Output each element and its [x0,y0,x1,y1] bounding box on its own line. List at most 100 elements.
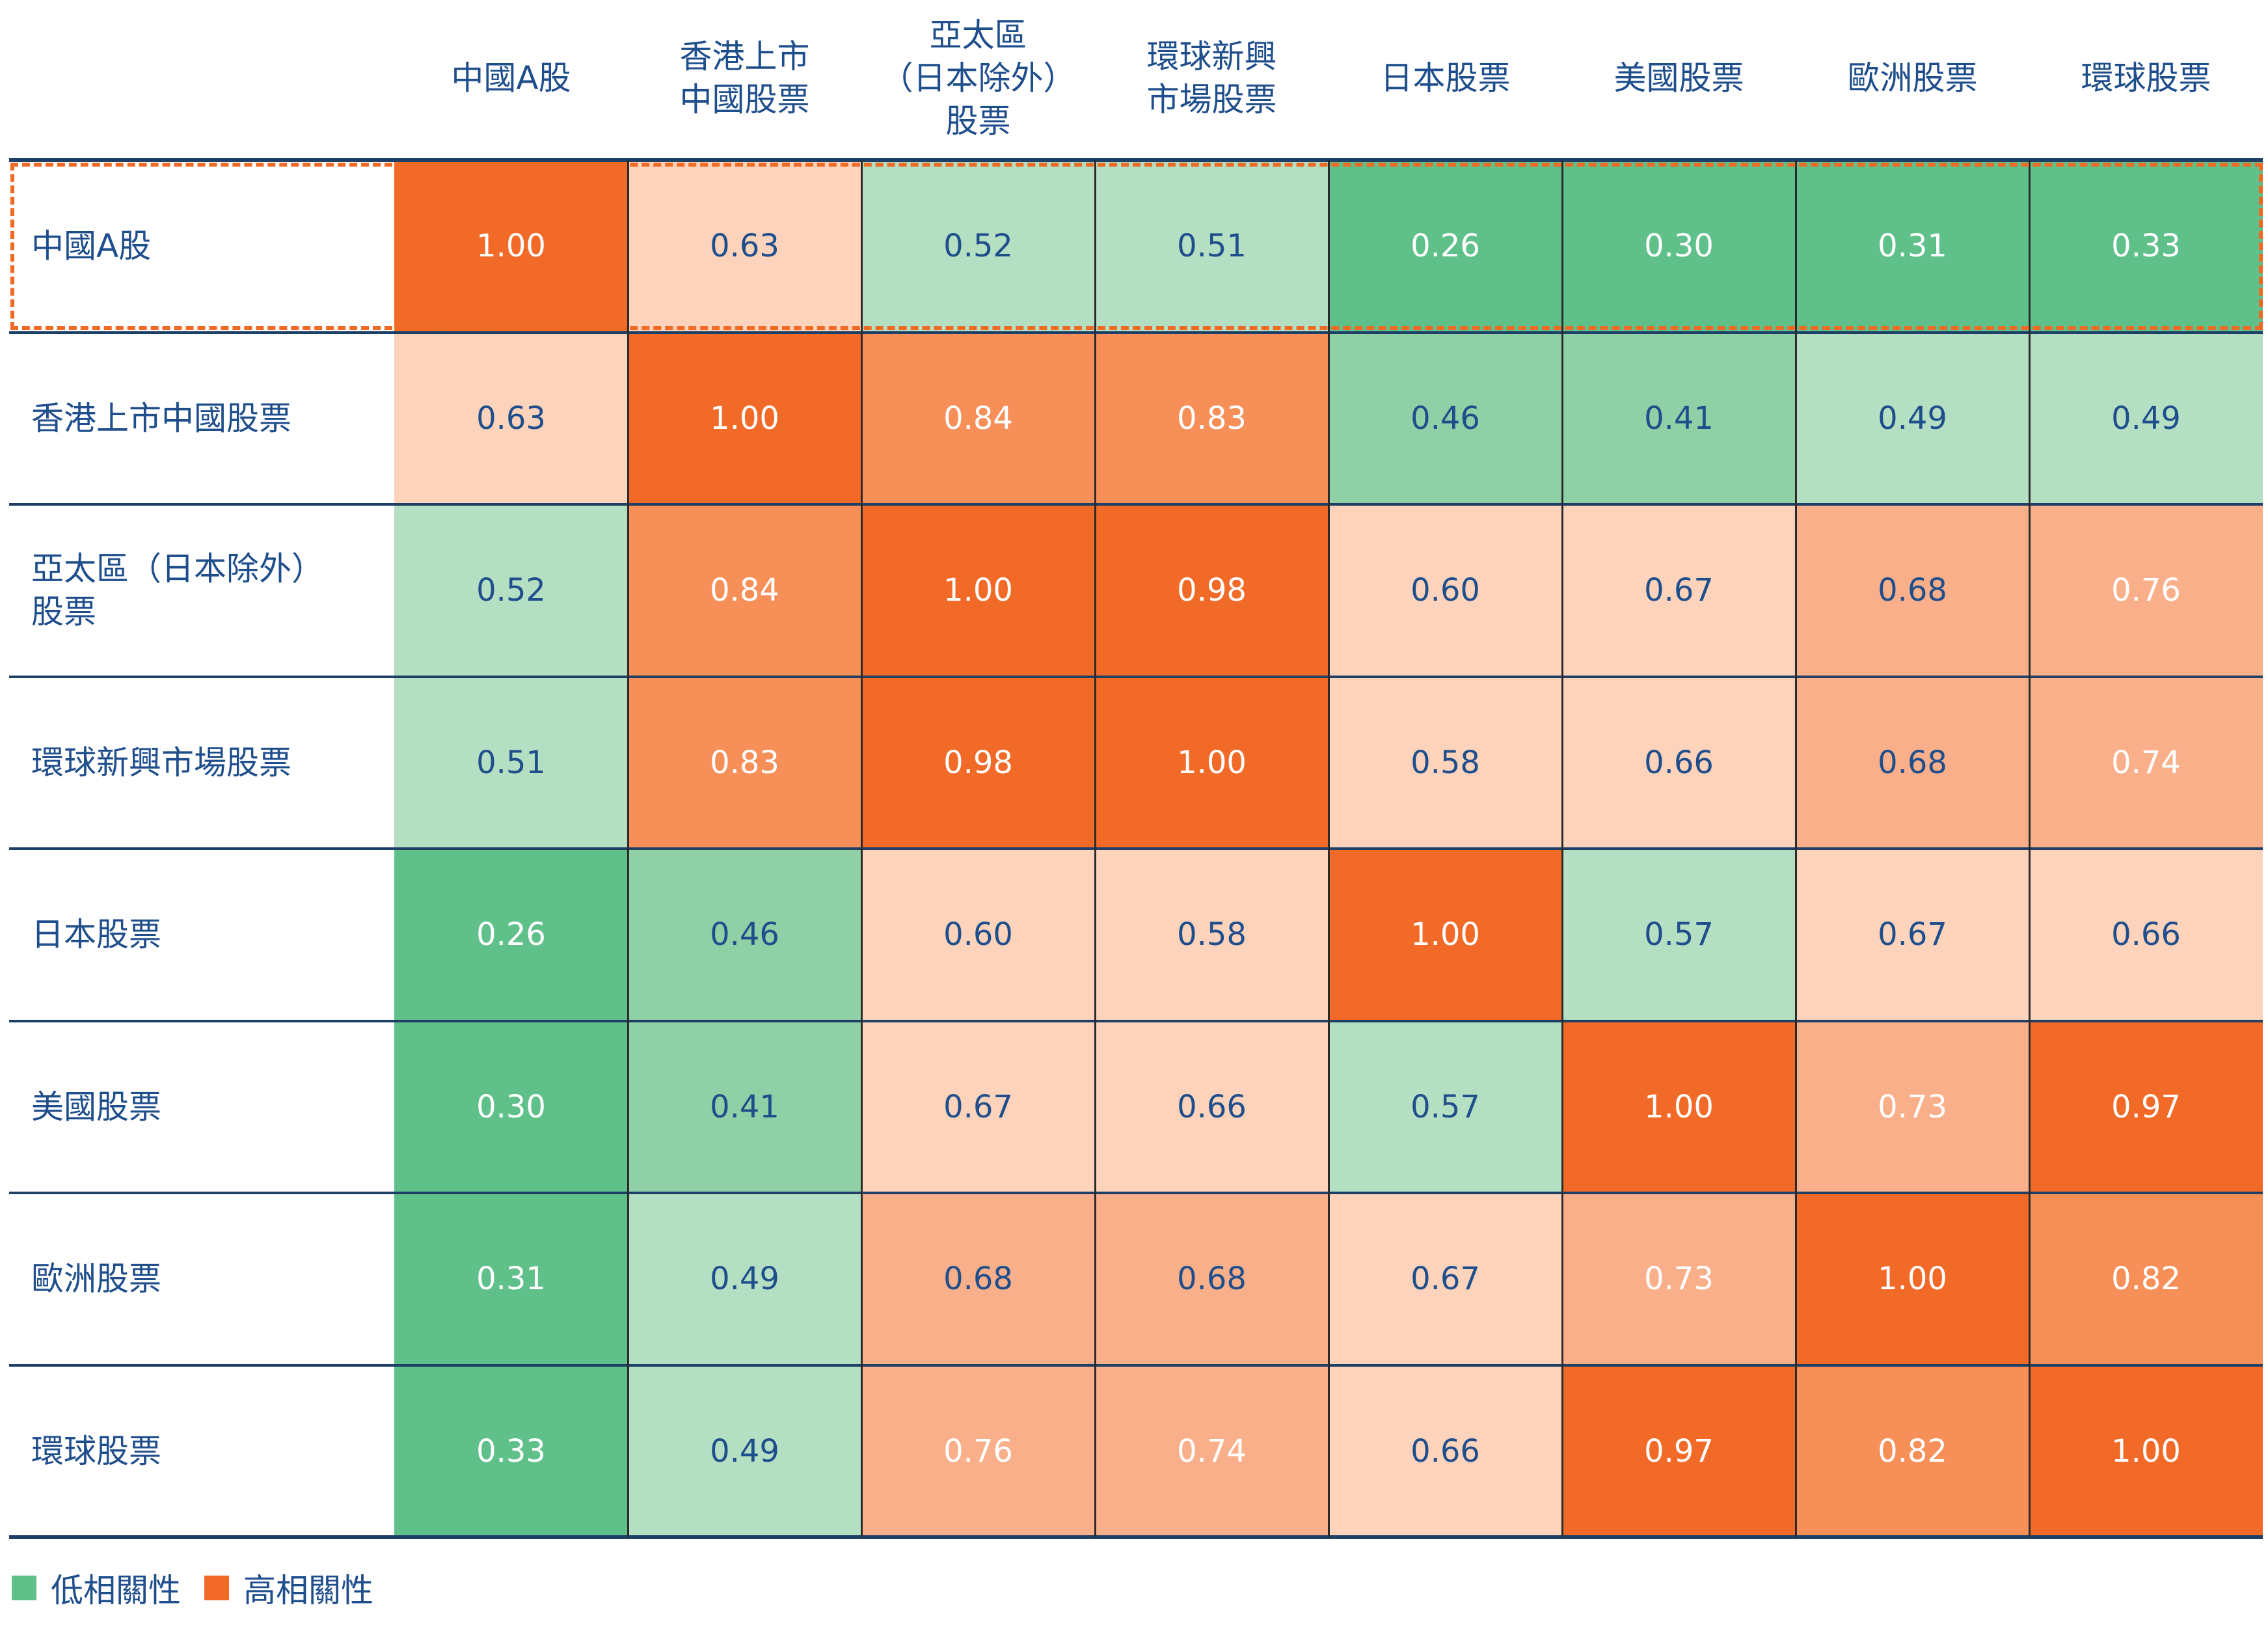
grid-line-vertical [1561,160,1563,1537]
heatmap-cell: 0.49 [628,1365,861,1537]
heatmap-cell: 0.68 [1796,504,2029,677]
heatmap-cell: 1.00 [628,332,861,504]
column-header-1: 香港上市 中國股票 [628,0,861,156]
column-header-5: 美國股票 [1562,0,1796,156]
heatmap-cell: 0.76 [2029,504,2263,677]
row-label-text: 中國A股 [31,227,152,266]
column-header-label: 香港上市 中國股票 [679,38,810,118]
grid-line-vertical [860,160,863,1537]
grid-line-horizontal [9,158,2263,162]
heatmap-cell: 0.30 [394,1020,628,1193]
heatmap-cell: 0.46 [628,849,861,1021]
heatmap-cell: 0.63 [394,332,628,504]
heatmap-cell: 0.58 [1095,849,1329,1021]
heatmap-cell: 0.74 [2029,676,2263,849]
heatmap-cell: 0.83 [628,676,861,849]
column-header-label: 亞太區 （日本除外） 股票 [880,16,1076,140]
row-label-text: 歐洲股票 [31,1260,161,1298]
heatmap-cell: 0.68 [1095,1193,1329,1365]
heatmap-cell: 1.00 [2029,1365,2263,1537]
row-label-2: 亞太區（日本除外） 股票 [9,504,394,677]
row-label-3: 環球新興市場股票 [9,677,394,849]
grid-line-horizontal [9,1019,2263,1022]
heatmap-cell: 0.41 [1562,332,1796,504]
grid-line-vertical [627,160,629,1537]
heatmap-cell: 0.26 [1329,160,1562,333]
grid-line-horizontal [9,1535,2263,1539]
heatmap-cell: 0.73 [1796,1020,2029,1193]
legend-label-low: 低相關性 [51,1572,181,1609]
heatmap-cell: 0.76 [861,1365,1095,1537]
column-header-label: 日本股票 [1380,59,1511,97]
heatmap-cell: 0.68 [1796,676,2029,849]
heatmap-cell: 0.49 [1796,332,2029,504]
legend-label-high: 高相關性 [243,1572,373,1609]
heatmap-cell: 0.51 [394,676,628,849]
heatmap-cell: 0.33 [2029,160,2263,333]
heatmap-cell: 1.00 [1562,1020,1796,1193]
heatmap-cell: 0.67 [861,1020,1095,1193]
heatmap-cell: 0.57 [1329,1020,1562,1193]
heatmap-cell: 0.57 [1562,849,1796,1021]
column-header-label: 美國股票 [1613,59,1744,97]
heatmap-cell: 0.52 [394,504,628,677]
legend: 低相關性 高相關性 [12,1562,397,1614]
column-header-label: 中國A股 [451,59,571,97]
row-label-0: 中國A股 [9,160,394,333]
grid-line-vertical [1094,160,1096,1537]
heatmap-cell: 0.67 [1796,849,2029,1021]
heatmap-cell: 0.66 [2029,849,2263,1021]
grid-line-vertical [2028,160,2031,1537]
heatmap-cell: 0.74 [1095,1365,1329,1537]
heatmap-cell: 1.00 [1095,676,1329,849]
heatmap-cell: 0.98 [861,676,1095,849]
heatmap-cell: 0.67 [1329,1193,1562,1365]
legend-item-low: 低相關性 [12,1565,181,1611]
heatmap-cell: 0.66 [1095,1020,1329,1193]
heatmap-cell: 0.31 [1796,160,2029,333]
grid-line-horizontal [9,675,2263,678]
row-label-text: 亞太區（日本除外） 股票 [31,550,324,631]
grid-line-horizontal [9,847,2263,850]
heatmap-cell: 0.84 [628,504,861,677]
row-label-text: 香港上市中國股票 [31,399,291,437]
grid-line-horizontal [9,331,2263,334]
heatmap-cell: 1.00 [861,504,1095,677]
grid-line-horizontal [9,1363,2263,1367]
column-header-6: 歐洲股票 [1796,0,2029,156]
heatmap-cell: 0.98 [1095,504,1329,677]
heatmap-cell: 0.82 [2029,1193,2263,1365]
grid-line-horizontal [9,503,2263,506]
grid-line-vertical [1327,160,1330,1537]
grid-line-horizontal [9,1192,2263,1194]
heatmap-cell: 0.52 [861,160,1095,333]
row-label-text: 環球股票 [31,1432,161,1470]
heatmap-cell: 0.97 [2029,1020,2263,1193]
column-header-2: 亞太區 （日本除外） 股票 [861,0,1095,156]
row-label-6: 歐洲股票 [9,1193,394,1365]
heatmap-cell: 0.26 [394,849,628,1021]
column-header-label: 環球新興 市場股票 [1146,38,1277,118]
row-label-4: 日本股票 [9,849,394,1021]
column-header-7: 環球股票 [2029,0,2263,156]
row-label-1: 香港上市中國股票 [9,333,394,505]
heatmap-cell: 1.00 [1329,849,1562,1021]
heatmap-cell: 0.30 [1562,160,1796,333]
heatmap-cell: 0.49 [2029,332,2263,504]
row-label-text: 美國股票 [31,1087,161,1126]
heatmap-cell: 0.63 [628,160,861,333]
heatmap-cell: 1.00 [394,160,628,333]
heatmap-cell: 0.60 [1329,504,1562,677]
grid-line-vertical [1794,160,1797,1537]
heatmap-cell: 0.66 [1562,676,1796,849]
column-header-3: 環球新興 市場股票 [1095,0,1329,156]
heatmap-cell: 0.46 [1329,332,1562,504]
column-header-label: 歐洲股票 [1847,59,1978,97]
row-label-text: 環球新興市場股票 [31,743,291,782]
heatmap-cell: 0.31 [394,1193,628,1365]
heatmap-cell: 1.00 [1796,1193,2029,1365]
heatmap-cell: 0.84 [861,332,1095,504]
column-header-label: 環球股票 [2081,59,2211,97]
heatmap-cell: 0.51 [1095,160,1329,333]
heatmap-cell: 0.82 [1796,1365,2029,1537]
